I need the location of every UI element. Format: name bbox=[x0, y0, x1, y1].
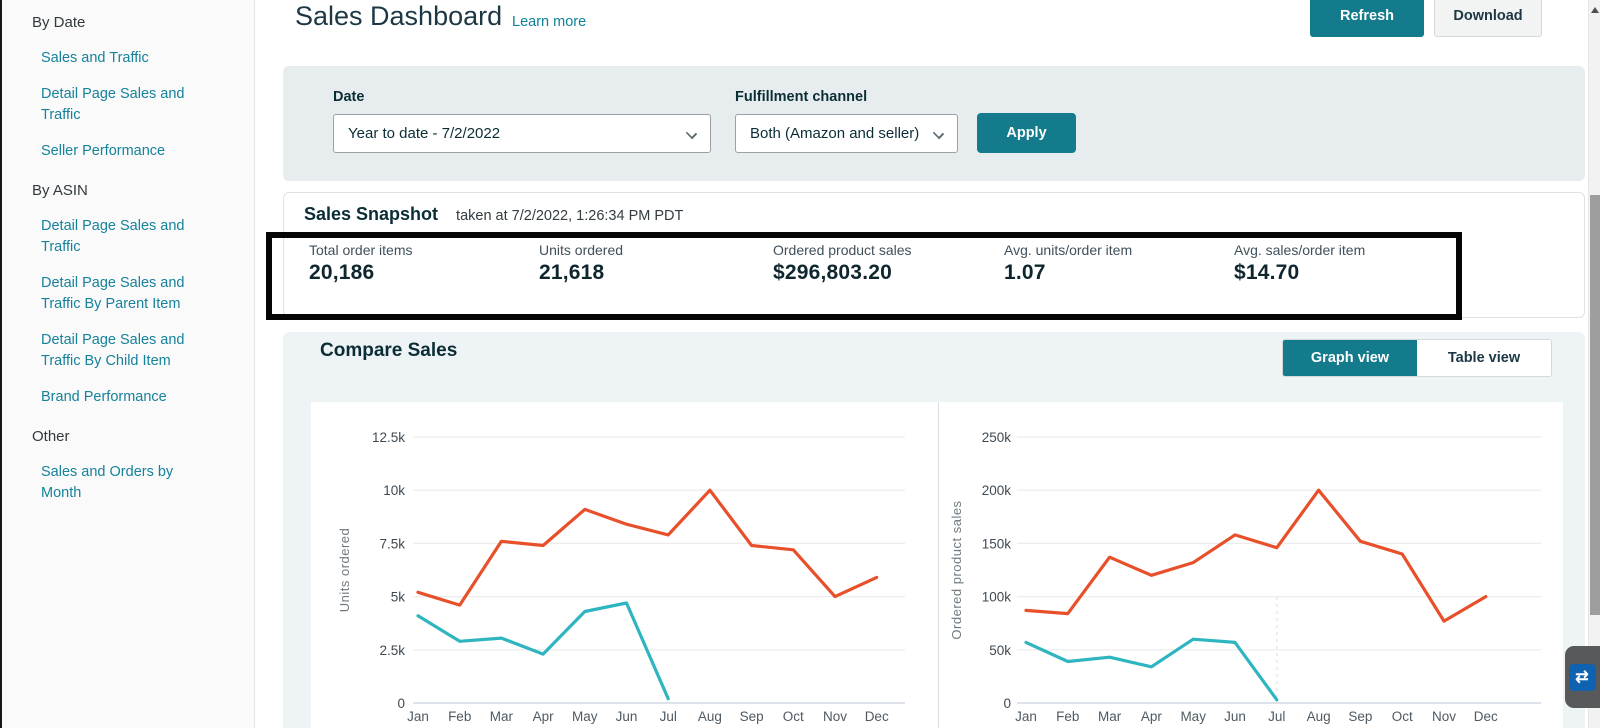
svg-text:Jul: Jul bbox=[660, 709, 677, 724]
metric-ordered-product-sales: Ordered product sales $296,803.20 bbox=[773, 242, 912, 284]
svg-text:150k: 150k bbox=[982, 536, 1012, 551]
svg-text:Jan: Jan bbox=[407, 709, 429, 724]
units-ordered-chart: 0 2.5k 5k 7.5k 10k 12.5k Jan Feb Mar Apr May Jun Jul… bbox=[311, 402, 938, 728]
sidebar-item-sales-and-orders-by-month[interactable]: Sales and Orders by Month bbox=[41, 464, 174, 501]
sales-snapshot-header: Sales Snapshot taken at 7/2/2022, 1:26:3… bbox=[284, 193, 1584, 233]
svg-text:Feb: Feb bbox=[1056, 709, 1079, 724]
svg-text:Oct: Oct bbox=[1392, 709, 1413, 724]
fulfillment-channel-label: Fulfillment channel bbox=[735, 89, 868, 105]
metric-units-ordered: Units ordered 21,618 bbox=[539, 242, 624, 284]
svg-text:Apr: Apr bbox=[533, 709, 555, 724]
svg-text:Sep: Sep bbox=[740, 709, 764, 724]
svg-text:2.5k: 2.5k bbox=[379, 643, 405, 658]
double-arrow-icon: ⇄ bbox=[1568, 663, 1596, 691]
metric-avg-units-per-order-item: Avg. units/order item 1.07 bbox=[1004, 242, 1133, 284]
svg-text:Oct: Oct bbox=[783, 709, 804, 724]
svg-text:Nov: Nov bbox=[1432, 709, 1456, 724]
sidebar-header-by-date: By Date bbox=[32, 14, 86, 31]
svg-text:Aug: Aug bbox=[1307, 709, 1331, 724]
compare-sales-section: Compare Sales Graph view Table view 0 2.5… bbox=[283, 332, 1585, 728]
charts-panel: 0 2.5k 5k 7.5k 10k 12.5k Jan Feb Mar Apr May Jun Jul… bbox=[311, 402, 1563, 728]
fulfillment-channel-select[interactable]: Both (Amazon and seller) bbox=[735, 114, 958, 153]
vertical-scrollbar[interactable] bbox=[1588, 0, 1600, 728]
scrollbar-thumb[interactable] bbox=[1590, 195, 1600, 615]
svg-text:Mar: Mar bbox=[490, 709, 514, 724]
units-ordered-chart-svg: 0 2.5k 5k 7.5k 10k 12.5k Jan Feb Mar Apr May Jun Jul… bbox=[337, 430, 905, 724]
reports-sidebar: By Date Sales and Traffic Detail Page Sa… bbox=[2, 0, 255, 728]
svg-text:10k: 10k bbox=[383, 483, 405, 498]
sales-snapshot-card: Sales Snapshot taken at 7/2/2022, 1:26:3… bbox=[283, 192, 1585, 318]
metric-avg-sales-per-order-item: Avg. sales/order item $14.70 bbox=[1234, 242, 1366, 284]
compare-sales-title: Compare Sales bbox=[320, 340, 458, 361]
svg-text:May: May bbox=[1180, 709, 1206, 724]
svg-text:0: 0 bbox=[397, 696, 405, 711]
fulfillment-channel-value: Both (Amazon and seller) bbox=[750, 125, 920, 142]
metric-total-order-items: Total order items 20,186 bbox=[309, 242, 413, 284]
sales-snapshot-title: Sales Snapshot bbox=[304, 204, 439, 224]
svg-text:200k: 200k bbox=[982, 483, 1012, 498]
sidebar-item-brand-performance[interactable]: Brand Performance bbox=[41, 389, 167, 405]
svg-text:50k: 50k bbox=[989, 643, 1011, 658]
page-title: Sales Dashboard bbox=[295, 1, 503, 31]
svg-text:Jun: Jun bbox=[1224, 709, 1246, 724]
svg-text:Mar: Mar bbox=[1098, 709, 1122, 724]
svg-text:Ordered product sales: Ordered product sales bbox=[949, 500, 964, 639]
learn-more-link[interactable]: Learn more bbox=[512, 14, 587, 30]
ordered-product-sales-chart-svg: 0 50k 100k 150k 200k 250k Jan Feb Mar Apr May Jun Ju… bbox=[949, 430, 1541, 724]
svg-text:0: 0 bbox=[1003, 696, 1011, 711]
filter-bar: Date Year to date - 7/2/2022 Fulfillment… bbox=[283, 66, 1585, 181]
graph-view-button[interactable]: Graph view bbox=[1283, 340, 1417, 376]
svg-text:Jun: Jun bbox=[616, 709, 638, 724]
sidebar-item-detail-page-sales-and-traffic-by-date[interactable]: Detail Page Sales and Traffic bbox=[41, 86, 185, 123]
sidebar-item-detail-page-sales-and-traffic-by-child-item[interactable]: Detail Page Sales and Traffic By Child I… bbox=[41, 332, 185, 369]
svg-text:7.5k: 7.5k bbox=[379, 536, 405, 551]
sidebar-header-by-asin: By ASIN bbox=[32, 182, 88, 199]
sidebar-item-seller-performance[interactable]: Seller Performance bbox=[41, 143, 166, 159]
sidebar-item-sales-and-traffic[interactable]: Sales and Traffic bbox=[41, 50, 149, 66]
chevron-down-icon bbox=[685, 127, 698, 140]
date-filter-label: Date bbox=[333, 89, 365, 105]
apply-button[interactable]: Apply bbox=[977, 113, 1076, 153]
svg-text:Sep: Sep bbox=[1348, 709, 1372, 724]
remote-control-overlay-icon[interactable]: ⇄ bbox=[1565, 646, 1600, 708]
snapshot-timestamp: taken at 7/2/2022, 1:26:34 PM PDT bbox=[456, 208, 684, 224]
download-button[interactable]: Download bbox=[1434, 0, 1542, 37]
svg-text:Apr: Apr bbox=[1141, 709, 1163, 724]
table-view-button[interactable]: Table view bbox=[1417, 340, 1551, 376]
view-toggle: Graph view Table view bbox=[1282, 339, 1552, 377]
svg-text:100k: 100k bbox=[982, 590, 1012, 605]
screenshot-left-border bbox=[0, 0, 2, 728]
date-range-value: Year to date - 7/2/2022 bbox=[348, 125, 501, 142]
scrollbar-up-arrow-icon[interactable] bbox=[1590, 7, 1599, 13]
svg-text:May: May bbox=[572, 709, 598, 724]
sidebar-header-other: Other bbox=[32, 428, 70, 445]
svg-text:5k: 5k bbox=[391, 590, 406, 605]
svg-text:250k: 250k bbox=[982, 430, 1012, 445]
svg-text:12.5k: 12.5k bbox=[372, 430, 405, 445]
refresh-button[interactable]: Refresh bbox=[1310, 0, 1424, 37]
svg-text:Dec: Dec bbox=[1474, 709, 1498, 724]
svg-text:Nov: Nov bbox=[823, 709, 847, 724]
svg-text:Jan: Jan bbox=[1015, 709, 1037, 724]
snapshot-metrics-row: Total order items 20,186 Units ordered 2… bbox=[284, 233, 1584, 285]
sidebar-item-detail-page-sales-and-traffic-by-asin[interactable]: Detail Page Sales and Traffic bbox=[41, 218, 185, 255]
sidebar-item-detail-page-sales-and-traffic-by-parent-item[interactable]: Detail Page Sales and Traffic By Parent … bbox=[41, 275, 185, 312]
svg-text:Dec: Dec bbox=[865, 709, 889, 724]
svg-text:Aug: Aug bbox=[698, 709, 722, 724]
svg-text:Feb: Feb bbox=[448, 709, 471, 724]
svg-text:Jul: Jul bbox=[1268, 709, 1285, 724]
date-range-select[interactable]: Year to date - 7/2/2022 bbox=[333, 114, 711, 153]
chevron-down-icon bbox=[932, 127, 945, 140]
ordered-product-sales-chart: 0 50k 100k 150k 200k 250k Jan Feb Mar Apr May Jun Ju… bbox=[938, 402, 1563, 728]
svg-text:Units ordered: Units ordered bbox=[337, 528, 352, 613]
